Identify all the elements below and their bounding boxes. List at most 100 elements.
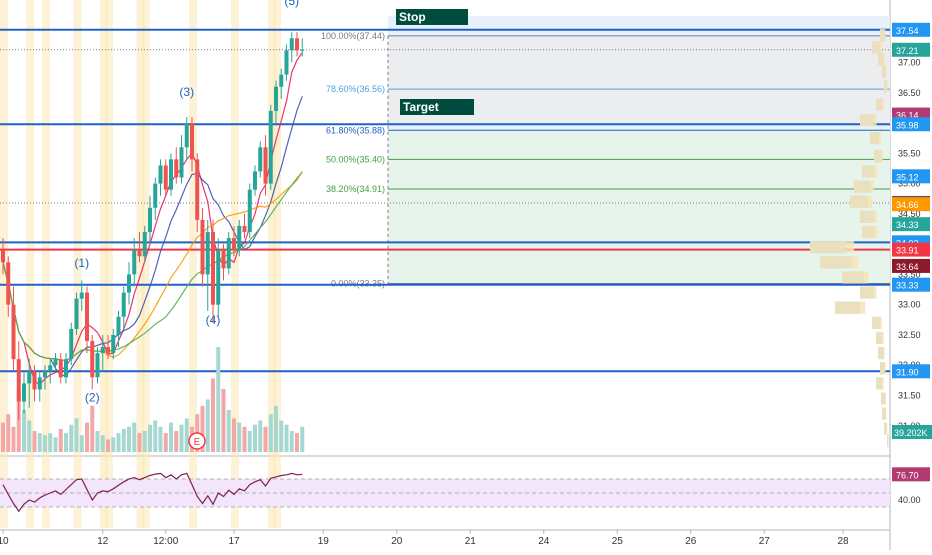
price-badge-label: 37.21	[896, 46, 919, 56]
wave-label: (1)	[74, 256, 89, 270]
axes: 37.00 36.50 35.50 35.00 34.50 33.50 33.00 32.50…	[0, 57, 921, 547]
volume-bar	[184, 418, 189, 452]
time-tick-label: 12:00	[153, 536, 178, 547]
volume-profile-down	[881, 392, 886, 405]
volume-bar	[11, 426, 16, 452]
price-badge-label: 37.54	[896, 26, 919, 36]
session-stripe	[231, 0, 239, 528]
volume-bar	[53, 437, 58, 452]
candle-body	[111, 334, 116, 354]
price-badge-box	[892, 258, 930, 273]
time-tick-label: 24	[538, 536, 550, 547]
volume-profile-down	[878, 53, 885, 66]
price-badge-box	[892, 364, 930, 379]
price-tick-label: 35.00	[898, 179, 921, 189]
volume-bar	[153, 420, 158, 452]
candle-body	[16, 359, 21, 402]
price-badge-box	[892, 217, 930, 232]
volume-bar	[85, 422, 89, 452]
volume-bar	[142, 431, 147, 452]
volume-bar	[27, 420, 32, 452]
candle-body	[258, 147, 263, 172]
volume-profile-down	[880, 29, 886, 42]
volume-profile-down	[884, 80, 888, 93]
candle-body	[116, 316, 121, 335]
price-badge-box	[892, 22, 930, 37]
price-badge-label: 34.66	[896, 200, 919, 210]
price-tick-label: 31.50	[898, 391, 921, 401]
volume-profile-down	[870, 132, 881, 145]
candle-body	[69, 328, 74, 360]
volume-profile-down	[860, 210, 877, 223]
volume-profile-down	[842, 271, 869, 284]
price-tick-label: 37.00	[898, 57, 921, 67]
volume-bar	[258, 420, 263, 452]
volume-bar	[300, 426, 305, 452]
volume-profile-down	[874, 150, 883, 163]
candle-body	[242, 225, 247, 233]
candle-body	[279, 74, 284, 87]
volume-badge-label: 39.202K	[894, 428, 928, 438]
volume-profile-down	[876, 331, 884, 344]
fib-level-label: 0.00%(33.35)	[331, 278, 385, 288]
volume-bar	[22, 410, 26, 452]
volume-profile-down	[862, 226, 878, 239]
session-stripe	[99, 0, 108, 528]
volume-profile-down	[860, 286, 877, 299]
price-tick-label: 36.50	[898, 88, 921, 98]
candle-body	[237, 225, 242, 251]
volume-bar	[268, 414, 273, 452]
volume-profile-down	[876, 98, 884, 111]
fib-level-label: 78.60%(36.56)	[326, 84, 385, 94]
session-stripe	[136, 0, 145, 528]
volume-bar	[289, 431, 294, 452]
candle-body	[253, 171, 257, 190]
volume-bar	[95, 431, 100, 452]
candle-body	[247, 189, 252, 233]
price-badge-label: 35.98	[896, 120, 919, 130]
volume-bar	[90, 405, 95, 452]
volume-profile-down	[835, 301, 866, 314]
volume-bar	[148, 424, 152, 452]
time-tick-label: 21	[465, 536, 477, 547]
candle-body	[106, 347, 110, 354]
candle-body	[163, 165, 168, 190]
candle-body	[132, 250, 137, 275]
fib-level-label: 100.00%(37.44)	[321, 31, 385, 41]
price-tick-label: 35.50	[898, 148, 921, 158]
price-tick-label: 32.50	[898, 330, 921, 340]
stop-label: Stop	[399, 10, 426, 24]
time-tick-label: 12	[97, 536, 109, 547]
candle-body	[169, 159, 173, 190]
candle-body	[179, 147, 184, 178]
candle-body	[268, 110, 273, 184]
candle-body	[295, 38, 299, 51]
price-badge-label: 34.33	[896, 220, 919, 230]
volume-bar	[295, 433, 299, 452]
volume-bars: E	[1, 347, 305, 452]
candles	[1, 32, 305, 420]
target-label-box	[400, 99, 474, 115]
wave-label: (4)	[206, 313, 221, 327]
candle-body	[221, 250, 226, 269]
fib-level-label: 61.80%(35.88)	[326, 125, 385, 135]
rsi-line	[2, 472, 303, 513]
price-badge-box	[892, 197, 930, 212]
position-tool[interactable]: Stop Target	[387, 9, 890, 284]
price-tick-label: 33.00	[898, 300, 921, 310]
price-badge-label: 33.91	[896, 246, 919, 256]
moving-average-line	[2, 171, 303, 361]
candle-body	[158, 165, 163, 184]
fibonacci-retracement[interactable]: 100.00%(37.44) 78.60%(36.56) 61.80%(35.88)…	[321, 31, 890, 289]
moving-average-line	[2, 96, 303, 377]
candle-body	[85, 292, 89, 342]
volume-bar	[48, 433, 53, 452]
volume-bar	[174, 431, 179, 452]
time-tick-label: 10	[0, 536, 9, 547]
volume-badge-box	[892, 425, 932, 439]
candle-body	[127, 274, 131, 293]
session-stripe	[141, 0, 150, 528]
volume-bar	[64, 433, 68, 452]
volume-profile-down	[862, 165, 878, 178]
price-tick-label: 34.50	[898, 209, 921, 219]
